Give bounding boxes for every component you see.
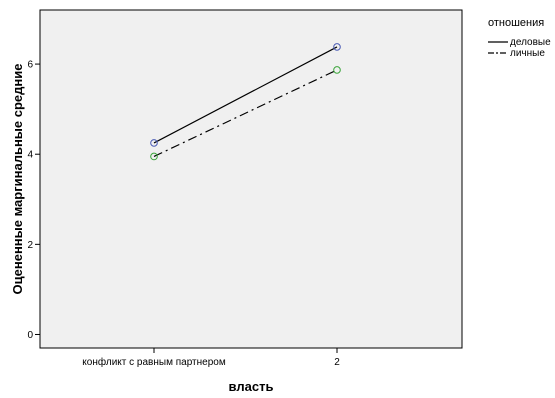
x-tick-label: 2 xyxy=(334,357,340,368)
series-1-point xyxy=(150,139,158,147)
x-axis: конфликт с равным партнером 2 xyxy=(82,348,340,368)
y-tick-label: 0 xyxy=(27,330,33,341)
y-tick-label: 6 xyxy=(27,60,33,71)
legend-label-2: личные xyxy=(510,48,545,59)
series-line-1 xyxy=(153,46,338,144)
series-layer xyxy=(150,43,341,161)
legend-title: отношения xyxy=(488,17,544,29)
y-axis: 0 2 4 6 xyxy=(27,60,40,341)
x-axis-title: власть xyxy=(229,379,274,394)
series-2-point xyxy=(333,66,341,74)
y-axis-title: Оцененные маргинальные средние xyxy=(10,64,25,295)
plot-area xyxy=(39,9,463,349)
series-2-point xyxy=(150,152,158,161)
y-tick-label: 4 xyxy=(27,150,33,161)
series-1-point xyxy=(333,43,341,51)
y-tick-label: 2 xyxy=(27,240,33,251)
x-tick-label: конфликт с равным партнером xyxy=(82,356,226,368)
series-line-2 xyxy=(153,69,338,158)
legend-label-1: деловые xyxy=(510,37,551,48)
